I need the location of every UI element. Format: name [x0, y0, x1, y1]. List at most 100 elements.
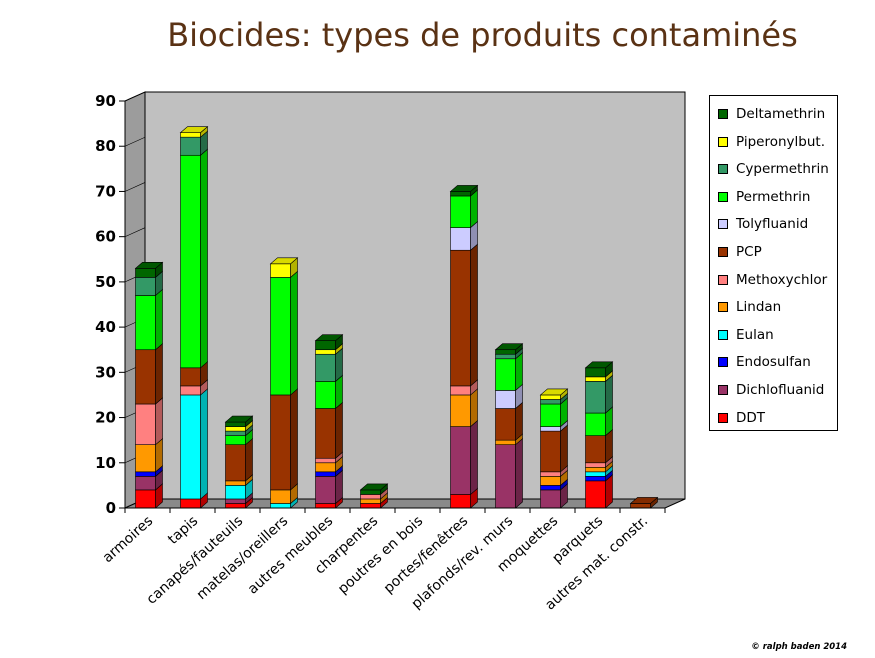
bar-segment-side [200, 148, 208, 369]
bar-segment [540, 476, 561, 486]
bar-segment [315, 462, 336, 473]
bar-segment [450, 249, 471, 387]
bar-segment [585, 471, 606, 477]
bar-segment-side [470, 419, 478, 496]
y-tick-label: 30 [95, 363, 116, 381]
x-tick-label: tapis [165, 513, 201, 548]
bar-segment-side [605, 374, 613, 414]
bar-segment [180, 154, 201, 369]
bar-segment [315, 408, 336, 459]
bar-segment-side [515, 401, 523, 441]
bar-segment-side [335, 401, 343, 459]
bar-segment [180, 132, 201, 138]
bar-segment [450, 494, 471, 509]
bar-segment [495, 390, 516, 409]
bar-segment [540, 399, 561, 405]
bar-segment [360, 498, 381, 504]
y-tick-label: 70 [95, 182, 116, 200]
y-tick-label: 40 [95, 318, 116, 336]
bar-segment [585, 435, 606, 464]
legend-label: Deltamethrin [736, 106, 826, 122]
bar-segment-side [290, 270, 298, 396]
bar-segment [225, 480, 246, 486]
y-grid-diagonal [124, 182, 146, 192]
bar-segment [450, 385, 471, 396]
bar-segment-side [245, 438, 253, 482]
bar-segment [540, 485, 561, 491]
bar-segment [495, 439, 516, 445]
legend-label: Dichlofluanid [736, 382, 825, 398]
legend-label: Lindan [736, 299, 782, 316]
bar-segment [270, 394, 291, 491]
legend-swatch [718, 247, 728, 257]
bar-8 [449, 184, 479, 509]
bar-segment [315, 503, 336, 509]
legend-swatch [718, 329, 728, 340]
bar-segment-side [560, 424, 568, 473]
bar-segment [495, 349, 516, 355]
legend-label: Cypermethrin [736, 161, 829, 178]
bar-segment [135, 444, 156, 473]
bar-segment-side [470, 189, 478, 229]
bar-segment [135, 489, 156, 509]
bar-segment [540, 426, 561, 432]
bar-2 [179, 126, 209, 509]
bar-segment [225, 435, 246, 445]
bar-segment [585, 367, 606, 378]
bar-segment [135, 349, 156, 405]
bar-segment [495, 444, 516, 509]
bar-11 [584, 361, 614, 509]
bar-segment [270, 277, 291, 396]
bar-segment [135, 277, 156, 296]
bar-segment-side [470, 243, 478, 387]
bar-segment [585, 381, 606, 414]
y-tick-label: 10 [95, 454, 116, 472]
bar-segment [540, 430, 561, 473]
legend-swatch [718, 357, 728, 368]
bar-3 [224, 415, 254, 509]
bar-segment [495, 408, 516, 441]
bar-segment [315, 471, 336, 477]
bar-segment [495, 353, 516, 360]
bar-segment [585, 476, 606, 482]
x-axis: armoires tapiscanapés/fauteuilsmatelas/or… [100, 507, 666, 613]
bar-segment [225, 426, 246, 432]
legend-swatch [718, 385, 728, 395]
bar-9 [494, 343, 524, 509]
bar-top [584, 361, 614, 369]
bar-segment-side [155, 288, 163, 351]
y-tick-label: 90 [95, 92, 116, 110]
bar-top [494, 343, 524, 351]
x-tick-label: armoires [100, 513, 156, 566]
bar-segment [225, 485, 246, 500]
bar-segment [225, 430, 246, 436]
legend-swatch [718, 302, 728, 313]
bar-segment [450, 394, 471, 427]
bar-segment [225, 421, 246, 427]
bar-segment-side [290, 388, 298, 491]
bar-top [539, 388, 569, 396]
copyright-text: © ralph baden 2014 [751, 642, 847, 652]
bar-segment [315, 340, 336, 351]
bar-1 [134, 261, 164, 509]
bar-segment [315, 381, 336, 409]
bar-segment [315, 476, 336, 504]
bar-segment-side [470, 388, 478, 428]
bar-segment [360, 489, 381, 495]
bar-segment [180, 367, 201, 387]
bar-segment [450, 191, 471, 197]
bar-segment [315, 457, 336, 464]
bar-top [449, 185, 479, 192]
bar-segment [630, 503, 651, 509]
bar-segment-side [515, 438, 523, 509]
bar-segment [180, 385, 201, 396]
bar-segment [495, 358, 516, 391]
y-grid-diagonal [124, 91, 146, 102]
bars [134, 126, 659, 509]
bar-segment [585, 466, 606, 473]
legend-swatch [718, 219, 728, 230]
bar-segment [450, 195, 471, 228]
bar-segment-side [155, 397, 163, 446]
legend-swatch [718, 274, 728, 285]
bar-segment [270, 503, 291, 509]
